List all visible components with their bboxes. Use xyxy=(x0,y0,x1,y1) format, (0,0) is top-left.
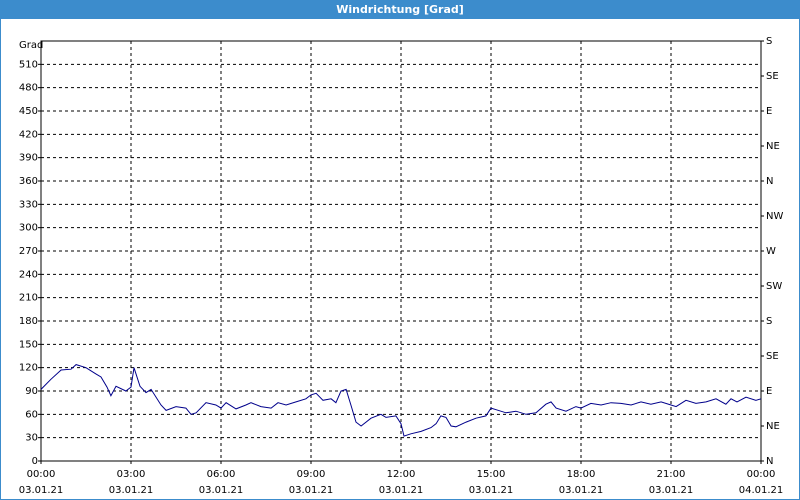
y2-tick-label: W xyxy=(766,246,776,257)
y2-tick-label: NE xyxy=(766,141,780,152)
x-tick-label: 06:00 xyxy=(207,469,236,480)
y2-tick-label: S xyxy=(766,36,772,47)
y2-tick-label: NE xyxy=(766,421,780,432)
x-tick-date: 03.01.21 xyxy=(199,485,244,496)
x-tick-date: 03.01.21 xyxy=(469,485,514,496)
y-tick-label: 270 xyxy=(19,246,38,257)
y-tick-label: 240 xyxy=(19,269,38,280)
y-tick-label: 360 xyxy=(19,176,38,187)
y-tick-label: 0 xyxy=(32,456,38,467)
y-tick-label: 90 xyxy=(25,386,38,397)
x-tick-date: 03.01.21 xyxy=(289,485,334,496)
x-tick-label: 00:00 xyxy=(747,469,776,480)
y-tick-label: 420 xyxy=(19,129,38,140)
x-tick-date: 03.01.21 xyxy=(379,485,424,496)
y2-tick-label: E xyxy=(766,106,772,117)
x-tick-label: 03:00 xyxy=(117,469,146,480)
y-tick-label: 390 xyxy=(19,153,38,164)
y2-tick-label: E xyxy=(766,386,772,397)
y2-tick-label: SE xyxy=(766,351,779,362)
x-tick-date: 03.01.21 xyxy=(559,485,604,496)
x-tick-date: 03.01.21 xyxy=(109,485,154,496)
y-tick-label: 300 xyxy=(19,223,38,234)
y2-tick-label: SW xyxy=(766,281,782,292)
y-tick-label: 180 xyxy=(19,316,38,327)
y2-tick-label: N xyxy=(766,456,773,467)
y-tick-label: 450 xyxy=(19,106,38,117)
y-tick-label: 330 xyxy=(19,199,38,210)
x-tick-label: 21:00 xyxy=(657,469,686,480)
x-tick-label: 15:00 xyxy=(477,469,506,480)
y2-tick-label: N xyxy=(766,176,773,187)
title-bar: Windrichtung [Grad] xyxy=(1,1,799,19)
y-axis-label: Grad xyxy=(19,40,43,51)
x-tick-date: 03.01.21 xyxy=(19,485,64,496)
x-tick-label: 12:00 xyxy=(387,469,416,480)
y-tick-label: 60 xyxy=(25,409,38,420)
y2-tick-label: S xyxy=(766,316,772,327)
y-tick-label: 30 xyxy=(25,433,38,444)
y-tick-label: 150 xyxy=(19,339,38,350)
x-tick-label: 00:00 xyxy=(27,469,56,480)
chart: Grad 0 30 60 90 120 150 180 210 240 270 300 330 360 3… xyxy=(19,36,784,496)
y-tick-label: 510 xyxy=(19,59,38,70)
y-tick-label: 480 xyxy=(19,83,38,94)
y-tick-label: 210 xyxy=(19,293,38,304)
x-tick-label: 09:00 xyxy=(297,469,326,480)
y-tick-label: 120 xyxy=(19,363,38,374)
x-tick-date: 03.01.21 xyxy=(649,485,694,496)
x-tick-date: 04.01.21 xyxy=(739,485,784,496)
data-line xyxy=(40,364,762,437)
x-tick-label: 18:00 xyxy=(567,469,596,480)
y2-tick-label: NW xyxy=(766,211,783,222)
y2-tick-label: SE xyxy=(766,71,779,82)
